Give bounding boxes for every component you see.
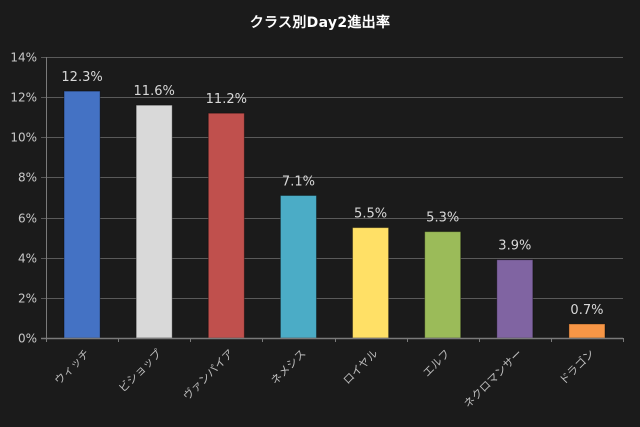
data-label: 11.6% <box>134 84 175 99</box>
data-label: 11.2% <box>206 92 247 107</box>
bar-7 <box>568 323 606 339</box>
data-label: 12.3% <box>61 70 102 85</box>
data-label: 3.9% <box>498 239 531 254</box>
category-label: ネクロマンサー <box>461 347 525 411</box>
y-tick-label: 14% <box>10 51 37 65</box>
category-label: エルフ <box>420 347 453 380</box>
category-label: ウィッチ <box>52 347 92 387</box>
category-label: ビショップ <box>116 347 164 395</box>
bar-4 <box>352 227 390 339</box>
bar-1 <box>135 104 173 339</box>
y-axis-tick-labels: 0% 2% 4% 6% 8% 10% 12% 14% <box>10 51 37 346</box>
y-tick-label: 6% <box>18 212 37 226</box>
y-tick-label: 2% <box>18 292 37 306</box>
bar-3 <box>279 194 317 339</box>
data-label: 5.3% <box>426 211 459 226</box>
y-tick-label: 4% <box>18 252 37 266</box>
bar-0 <box>63 90 101 339</box>
y-tick-label: 12% <box>10 91 37 105</box>
bar-5 <box>424 231 462 339</box>
y-tick-label: 10% <box>10 131 37 145</box>
bar-2 <box>207 112 245 339</box>
gridlines <box>41 57 623 299</box>
bars <box>63 90 606 339</box>
data-label: 7.1% <box>282 174 315 189</box>
x-axis-category-labels: ウィッチ ビショップ ヴァンパイア ネメシス ロイヤル エルフ ネクロマンサー ドラゴン <box>52 346 597 410</box>
category-label: ネメシス <box>268 347 308 387</box>
bar-6 <box>496 259 534 339</box>
y-tick-label: 0% <box>18 332 37 346</box>
data-label: 5.5% <box>354 207 387 222</box>
category-label: ロイヤル <box>341 347 381 387</box>
data-labels: 12.3% 11.6% 11.2% 7.1% 5.5% 5.3% 3.9% 0.7% <box>61 70 603 318</box>
chart-title: クラス別Day2進出率 <box>249 15 391 31</box>
y-tick-label: 8% <box>18 171 37 185</box>
axes <box>41 57 624 342</box>
category-label: ヴァンパイア <box>180 346 237 403</box>
category-label: ドラゴン <box>556 346 597 387</box>
data-label: 0.7% <box>570 303 603 318</box>
